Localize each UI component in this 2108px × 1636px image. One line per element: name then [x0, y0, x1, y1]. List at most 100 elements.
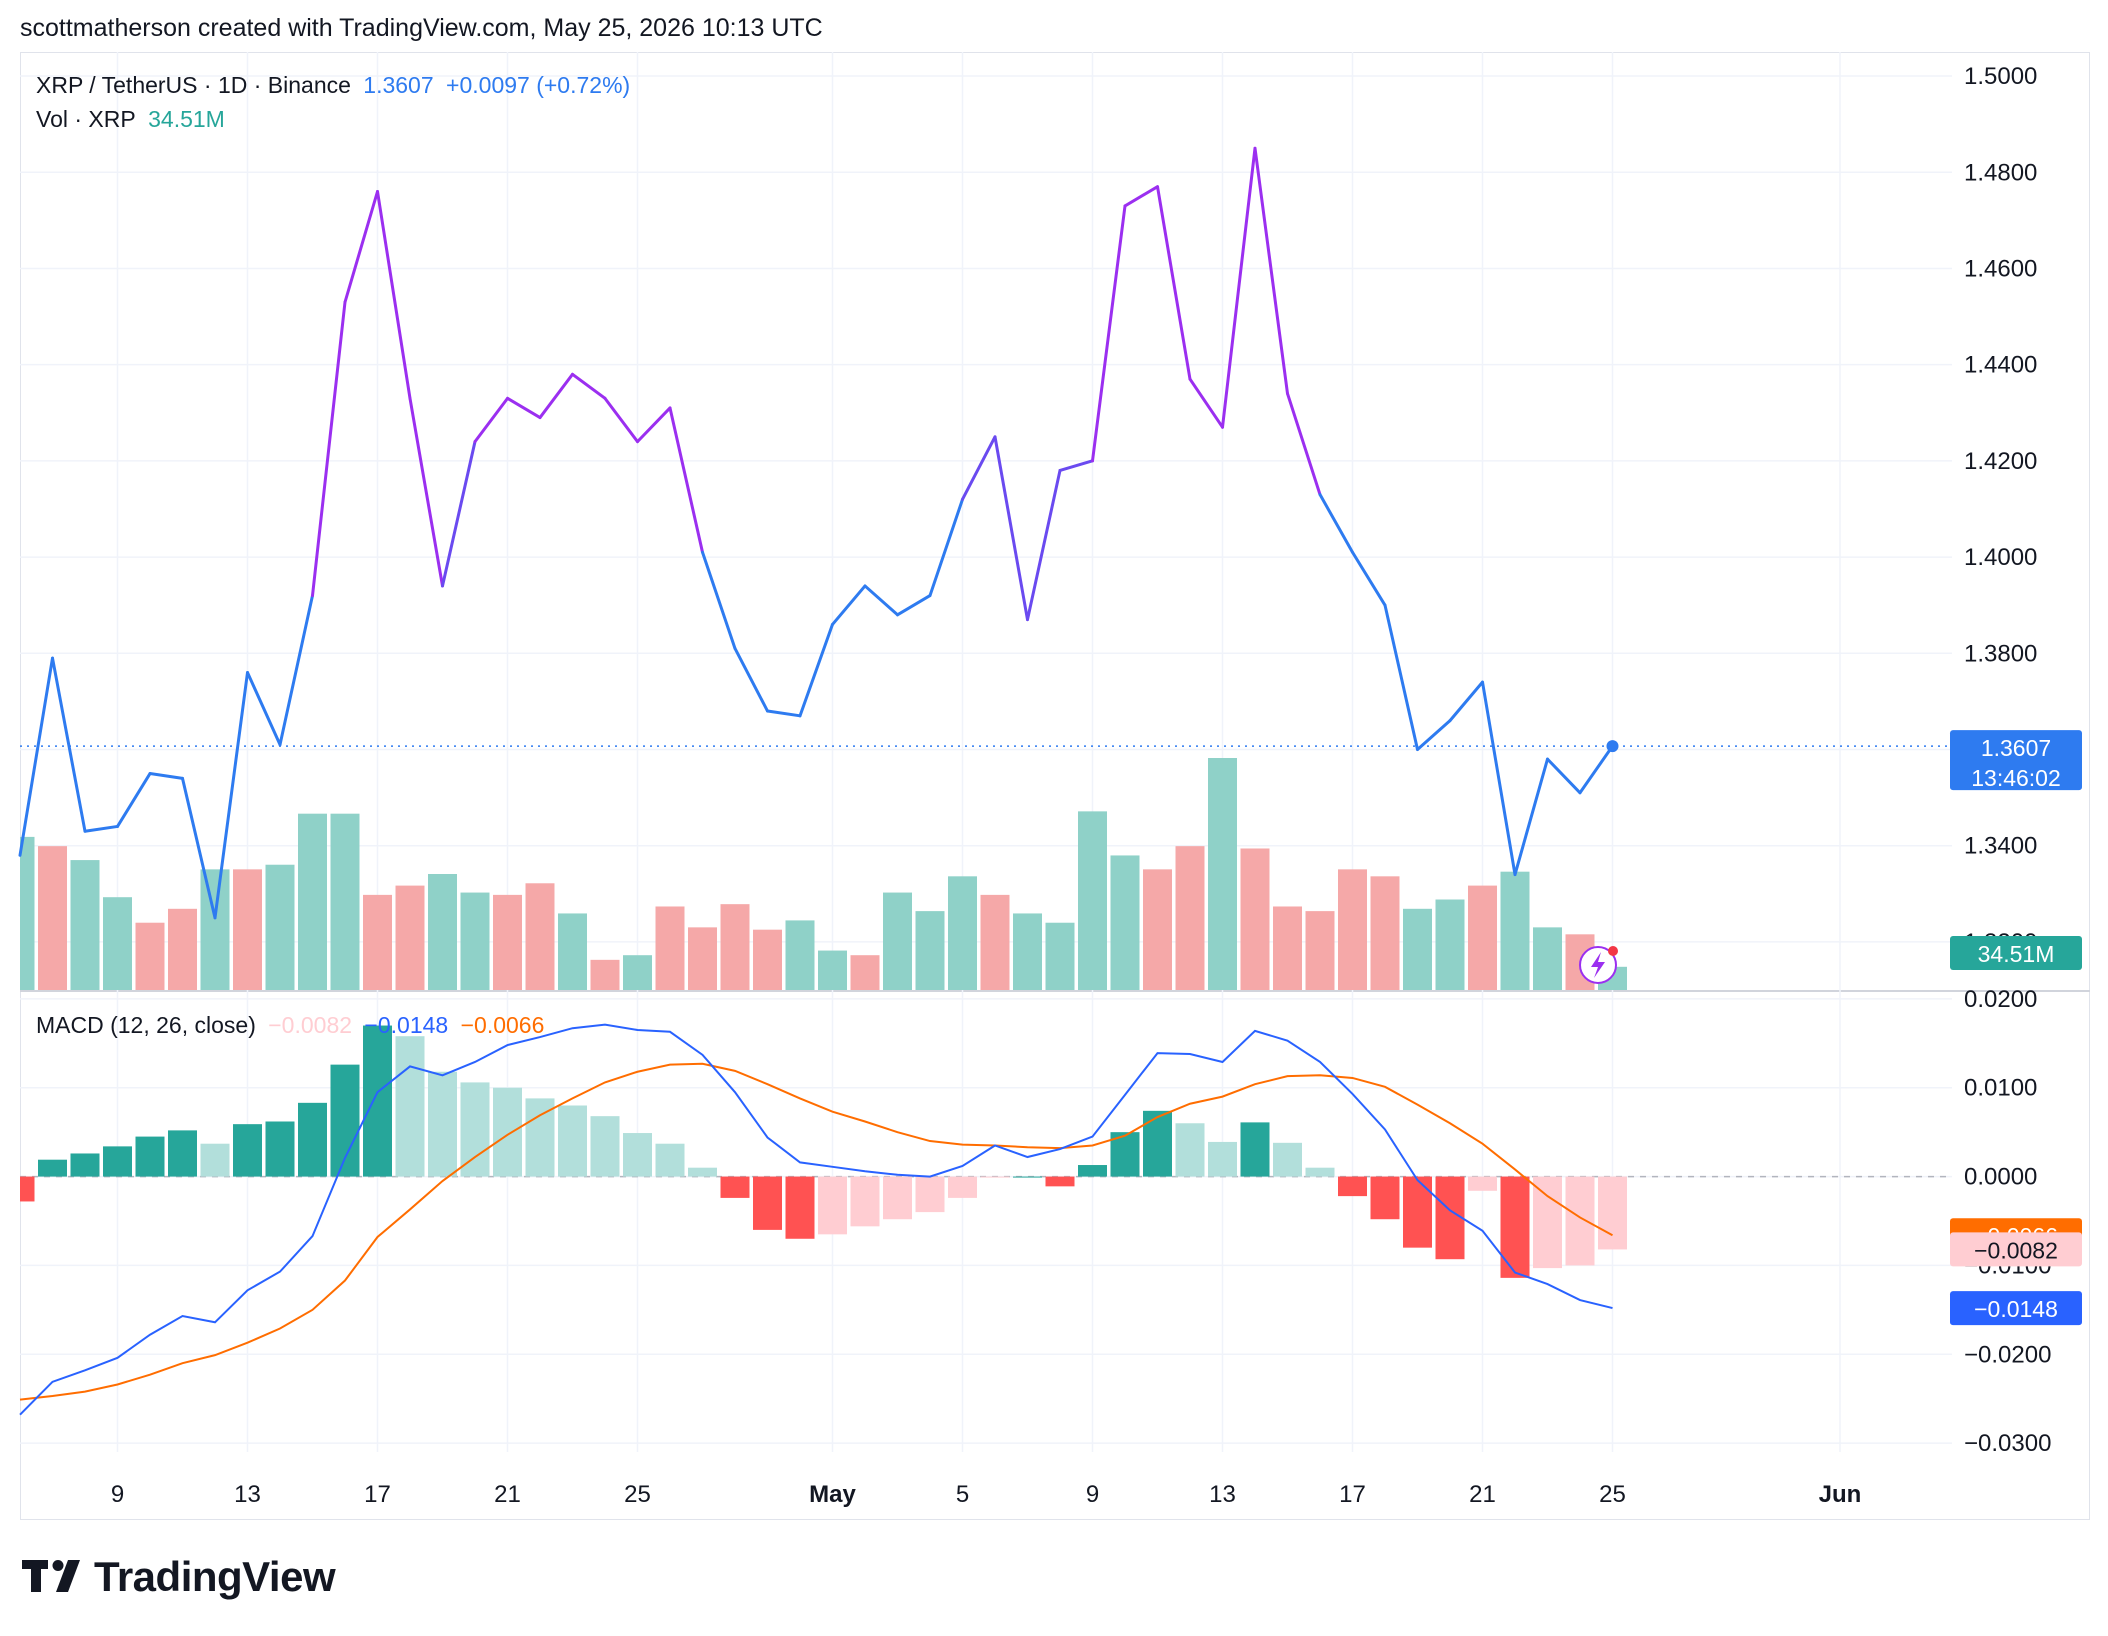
volume-bar	[655, 906, 685, 990]
attribution-header: scottmatherson created with TradingView.…	[20, 14, 823, 42]
x-tick-label: May	[809, 1481, 856, 1508]
volume-badge-bg	[1950, 936, 2082, 970]
price-line-segment	[376, 189, 412, 400]
tradingview-logo[interactable]: TradingView	[22, 1553, 336, 1601]
price-line-segment	[1188, 377, 1224, 429]
price-y-tick-label: 1.3400	[1964, 833, 2037, 860]
volume-bar	[460, 892, 490, 990]
macd-histogram-bar	[233, 1124, 262, 1177]
macd-y-tick-label: 0.0100	[1964, 1075, 2037, 1102]
price-y-tick-label: 1.4000	[1964, 544, 2037, 571]
volume-bar	[688, 927, 717, 990]
macd-label[interactable]: MACD (12, 26, close)	[36, 1012, 256, 1038]
price-line-segment	[571, 372, 607, 400]
price-y-tick-label: 1.3800	[1964, 640, 2037, 667]
volume-bar	[1143, 869, 1172, 990]
volume-bar	[915, 911, 945, 990]
volume-bar	[103, 897, 132, 990]
volume-label[interactable]: Vol · XRP	[36, 106, 136, 132]
symbol-label[interactable]: XRP / TetherUS · 1D · Binance	[36, 72, 351, 98]
volume-bar	[948, 876, 977, 990]
volume-bar	[623, 955, 652, 990]
volume-bar	[590, 959, 620, 990]
macd-y-tick-label: 0.0200	[1964, 986, 2037, 1013]
price-line-segment	[1513, 757, 1549, 877]
price-line-segment	[766, 709, 802, 718]
x-tick-label: 9	[111, 1481, 124, 1508]
macd-histogram-bar	[590, 1116, 620, 1177]
macd-badge-text: −0.0148	[1974, 1296, 2058, 1322]
price-badge-bg	[1950, 730, 2082, 791]
macd-histogram-bar	[688, 1167, 717, 1177]
macd-histogram-bar	[1468, 1176, 1497, 1191]
volume-bar	[38, 846, 67, 990]
macd-histogram-bar	[883, 1176, 912, 1220]
macd-histogram-bar	[493, 1087, 522, 1177]
price-line-segment	[701, 550, 737, 650]
price-line-segment	[1578, 744, 1614, 795]
volume-bar	[135, 922, 165, 990]
price-line-segment	[1123, 185, 1159, 208]
volume-bar	[330, 813, 360, 990]
price-line-segment	[213, 671, 249, 920]
volume-bar	[1013, 913, 1042, 990]
macd-histogram-bar	[623, 1133, 652, 1177]
volume-bar	[168, 908, 197, 990]
macd-histogram-bar	[948, 1176, 977, 1198]
macd-histogram-bar	[103, 1146, 132, 1177]
price-line-segment	[116, 772, 152, 828]
price-y-tick-label: 1.4200	[1964, 448, 2037, 475]
volume-badge-text: 34.51M	[1978, 941, 2055, 967]
price-line-segment	[863, 584, 899, 617]
price-legend: XRP / TetherUS · 1D · Binance 1.3607 +0.…	[36, 72, 636, 99]
hist-badge-bg	[1950, 1232, 2082, 1267]
macd-histogram-bar	[1305, 1167, 1335, 1177]
volume-bar	[1305, 911, 1335, 990]
price-line-segment	[1156, 185, 1192, 381]
x-tick-label: 21	[1469, 1481, 1496, 1508]
volume-bar	[1500, 871, 1530, 990]
volume-bar	[233, 869, 262, 990]
volume-bar	[883, 892, 912, 990]
hist-badge-text: −0.0082	[1974, 1237, 2058, 1263]
volume-bar	[395, 885, 425, 990]
price-badge-text: 1.3607	[1981, 735, 2051, 761]
price-line-segment	[733, 646, 769, 713]
macd-histogram-bar	[1013, 1176, 1042, 1178]
macd-histogram-bar	[428, 1071, 457, 1177]
macd-histogram-bar	[38, 1159, 67, 1177]
x-tick-label: 13	[1209, 1481, 1236, 1508]
macd-histogram-bar	[70, 1153, 100, 1177]
price-line-segment	[311, 300, 347, 598]
price-change: +0.0097 (+0.72%)	[446, 72, 631, 98]
last-price-dot	[1606, 740, 1619, 753]
x-tick-label: 17	[364, 1481, 391, 1508]
volume-bar	[428, 874, 457, 990]
macd-y-tick-label: 0.0000	[1964, 1164, 2037, 1191]
price-line-segment	[1383, 603, 1419, 751]
volume-bar	[1435, 899, 1465, 990]
macd-histogram-bar	[1240, 1122, 1270, 1177]
volume-bar	[1533, 927, 1562, 990]
chart-frame[interactable]	[20, 52, 2090, 1520]
volume-legend: Vol · XRP 34.51M	[36, 106, 231, 133]
macd-histogram-bar	[1078, 1165, 1107, 1177]
macd-histogram-bar	[753, 1176, 782, 1230]
volume-bar	[753, 929, 782, 990]
price-line-segment	[993, 435, 1029, 622]
price-line-segment	[538, 372, 574, 420]
macd-histogram-bar	[1338, 1176, 1367, 1197]
price-line-segment	[473, 396, 509, 444]
volume-value: 34.51M	[148, 106, 225, 132]
macd-histogram-bar	[298, 1102, 327, 1177]
macd-line	[19, 1023, 1613, 1416]
price-y-tick-label: 1.4600	[1964, 255, 2037, 282]
x-tick-label: 25	[1599, 1481, 1626, 1508]
price-line-segment	[441, 440, 477, 588]
volume-bar	[265, 864, 295, 990]
price-line-segment	[1481, 680, 1517, 877]
volume-bar	[525, 883, 555, 990]
x-tick-label: 17	[1339, 1481, 1366, 1508]
volume-bar	[980, 894, 1010, 990]
